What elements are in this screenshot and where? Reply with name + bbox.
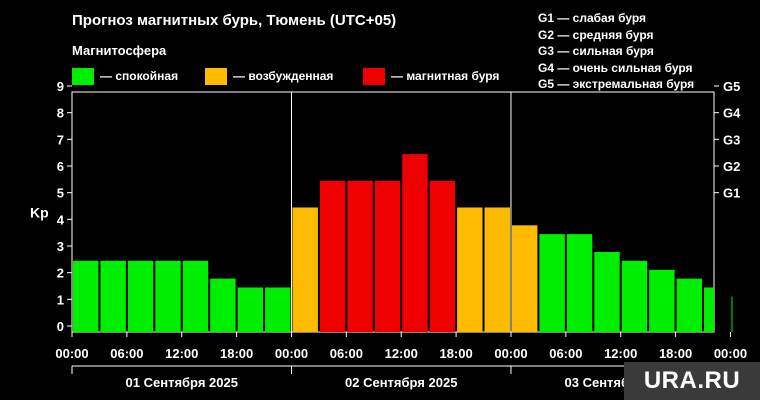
x-tick-label: 06:00 bbox=[549, 346, 582, 361]
g-scale-label: G3 bbox=[723, 132, 740, 147]
watermark-logo: URA.RU bbox=[624, 362, 760, 400]
y-tick-label: 4 bbox=[57, 212, 65, 227]
kp-bar bbox=[539, 234, 565, 332]
kp-bar bbox=[429, 180, 456, 332]
legend-item-storm: — магнитная буря bbox=[363, 67, 499, 85]
x-tick-label: 00:00 bbox=[494, 346, 527, 361]
g-scale-label: G5 bbox=[723, 79, 740, 94]
g-scale-notes: G1 — слабая буря G2 — средняя буря G3 — … bbox=[538, 10, 694, 93]
kp-bar bbox=[237, 287, 264, 332]
x-tick-label: 06:00 bbox=[110, 346, 143, 361]
kp-bar bbox=[265, 287, 291, 332]
legend-label-quiet: — спокойная bbox=[100, 69, 179, 83]
legend-title: Магнитосфера bbox=[72, 43, 167, 58]
x-tick-label: 18:00 bbox=[439, 346, 472, 361]
chart-title: Прогноз магнитных бурь, Тюмень (UTC+05) bbox=[72, 12, 397, 29]
kp-bar bbox=[484, 207, 510, 332]
legend-swatch-active bbox=[205, 67, 227, 85]
kp-bar bbox=[182, 260, 209, 332]
x-tick-label: 00:00 bbox=[55, 346, 88, 361]
kp-bar bbox=[566, 234, 593, 332]
y-tick-label: 0 bbox=[57, 319, 64, 334]
g-note-g5: G5 — экстремальная буря bbox=[538, 77, 695, 91]
x-tick-label: 18:00 bbox=[220, 346, 253, 361]
day-label: 02 Сентября 2025 bbox=[345, 375, 457, 390]
kp-bar bbox=[100, 260, 126, 332]
g-note-g2: G2 — средняя буря bbox=[538, 27, 654, 42]
g-note-g4: G4 — очень сильная буря bbox=[538, 60, 693, 75]
kp-bar bbox=[374, 180, 401, 332]
legend-label-storm: — магнитная буря bbox=[391, 69, 500, 83]
kp-bar bbox=[319, 180, 346, 332]
kp-bar bbox=[347, 180, 373, 332]
y-tick-label: 1 bbox=[57, 292, 64, 307]
x-tick-label: 12:00 bbox=[165, 346, 198, 361]
g-scale-label: G4 bbox=[723, 106, 741, 121]
y-tick-label: 5 bbox=[57, 186, 64, 201]
legend-label-active: — возбужденная bbox=[233, 69, 334, 83]
kp-bar bbox=[127, 260, 154, 332]
x-tick-label: 12:00 bbox=[604, 346, 637, 361]
x-tick-label: 12:00 bbox=[385, 346, 418, 361]
kp-bar bbox=[731, 296, 733, 332]
y-tick-label: 8 bbox=[57, 106, 64, 121]
y-axis-label: Kp bbox=[30, 204, 49, 220]
kp-bar bbox=[402, 154, 428, 332]
kp-bar bbox=[155, 260, 181, 332]
x-tick-label: 00:00 bbox=[275, 346, 308, 361]
y-tick-label: 7 bbox=[57, 132, 64, 147]
kp-bar bbox=[292, 207, 318, 332]
kp-bar bbox=[594, 252, 620, 332]
kp-bar bbox=[457, 207, 483, 332]
x-tick-label: 00:00 bbox=[714, 346, 747, 361]
y-tick-label: 6 bbox=[57, 159, 64, 174]
kp-bar bbox=[73, 260, 99, 332]
kp-bar bbox=[649, 269, 675, 332]
legend-item-quiet: — спокойная bbox=[72, 67, 178, 85]
kp-bar bbox=[511, 225, 538, 332]
legend-swatch-storm bbox=[363, 67, 385, 85]
g-scale-label: G1 bbox=[723, 186, 740, 201]
kp-bar bbox=[704, 287, 714, 332]
kp-bar bbox=[621, 260, 648, 332]
x-tick-label: 18:00 bbox=[659, 346, 692, 361]
x-tick-label: 06:00 bbox=[330, 346, 363, 361]
day-label: 01 Сентября 2025 bbox=[126, 375, 238, 390]
kp-bar bbox=[676, 278, 703, 332]
g-note-g1: G1 — слабая буря bbox=[538, 11, 647, 25]
y-tick-label: 9 bbox=[57, 79, 64, 94]
y-tick-label: 3 bbox=[57, 239, 64, 254]
g-scale-label: G2 bbox=[723, 159, 740, 174]
y-tick-label: 2 bbox=[57, 266, 64, 281]
legend-swatch-quiet bbox=[72, 67, 94, 85]
g-note-g3: G3 — сильная буря bbox=[538, 44, 654, 58]
kp-bar bbox=[210, 278, 236, 332]
legend-item-active: — возбужденная bbox=[205, 67, 333, 85]
